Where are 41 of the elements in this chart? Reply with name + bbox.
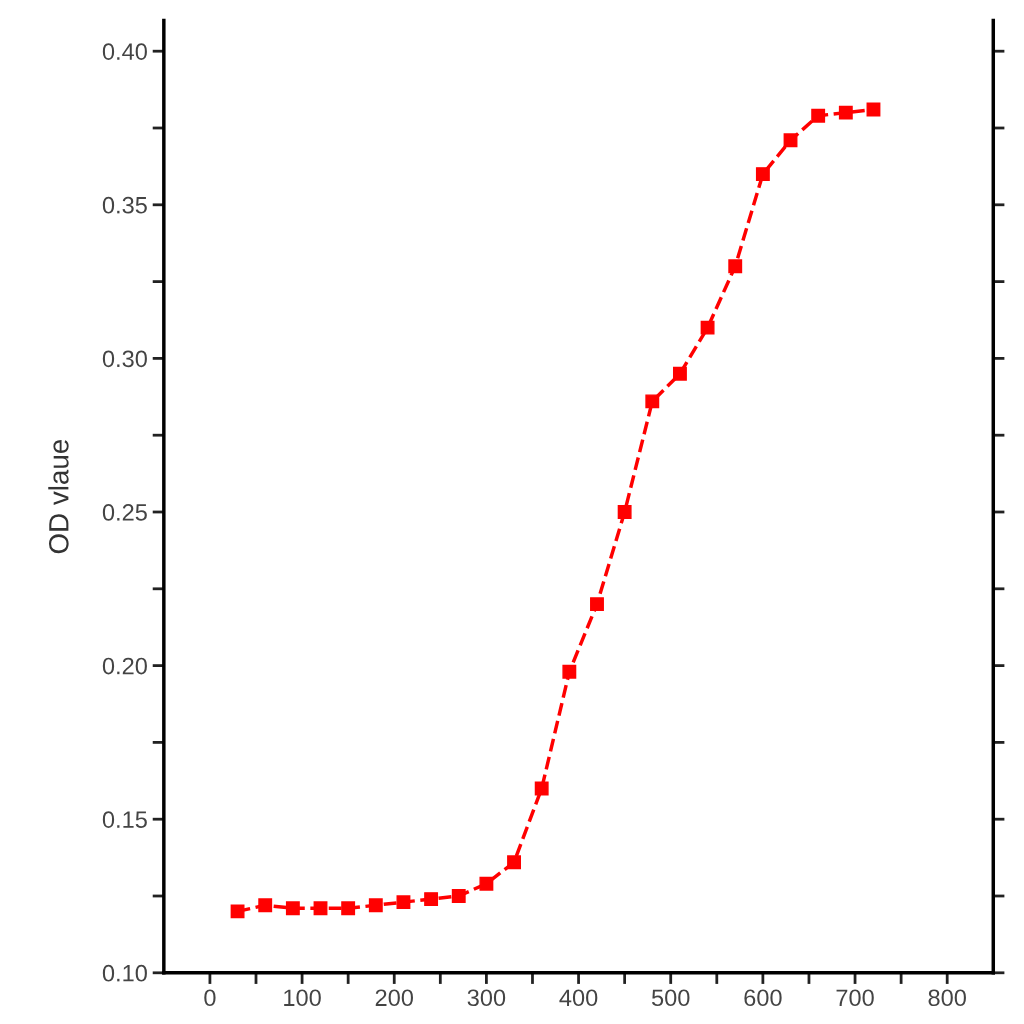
point	[368, 898, 383, 913]
x-tick-label: 0	[204, 989, 216, 1007]
x-tick-label: 300	[467, 989, 506, 1007]
point	[230, 904, 245, 919]
point	[479, 876, 494, 891]
x-tick-label: 800	[928, 989, 966, 1007]
point	[783, 133, 798, 148]
point	[285, 901, 300, 916]
point	[534, 781, 549, 796]
y-tick-label: 0.40	[102, 43, 147, 60]
y-tick-label: 0.20	[102, 657, 147, 675]
point	[728, 259, 743, 274]
point	[672, 366, 687, 381]
point	[617, 505, 632, 519]
point	[755, 167, 770, 182]
y-tick-label: 0.30	[102, 350, 147, 368]
point	[866, 102, 881, 117]
x-tick-label: 100	[284, 989, 321, 1007]
point	[700, 320, 715, 335]
point	[451, 889, 466, 903]
y-axis-title: OD vlaue	[48, 439, 69, 554]
point	[811, 108, 826, 123]
x-tick-label: 500	[651, 989, 690, 1007]
x-tick-label: 700	[836, 989, 874, 1007]
y-tick-label: 0.15	[102, 811, 147, 828]
point	[645, 394, 660, 409]
x-tick-label: 200	[375, 989, 414, 1007]
point	[341, 901, 356, 916]
point	[507, 855, 521, 870]
y-tick-label: 0.35	[102, 196, 147, 214]
point	[562, 664, 577, 679]
x-tick-label: 600	[744, 989, 782, 1007]
point	[590, 597, 604, 612]
point	[258, 898, 273, 913]
point	[838, 105, 853, 120]
y-tick-label: 0.25	[102, 504, 147, 521]
y-tick-label: 0.10	[102, 964, 147, 982]
point	[396, 895, 411, 910]
point	[424, 892, 439, 907]
x-tick-label: 400	[559, 989, 598, 1007]
point	[313, 901, 328, 916]
